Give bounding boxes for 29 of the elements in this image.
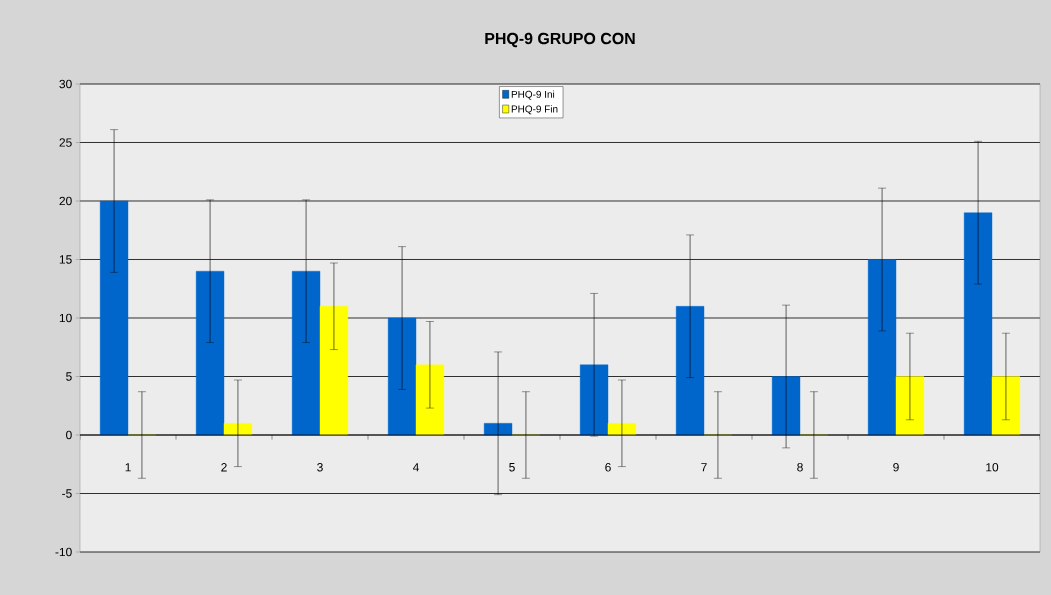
chart-title: PHQ-9 GRUPO CON — [485, 32, 635, 48]
x-tick-label: 4 — [412, 463, 419, 472]
y-tick-label: 5 — [66, 372, 72, 381]
x-tick-label: 1 — [125, 463, 131, 472]
x-tick-label: 7 — [701, 463, 707, 472]
legend-label: PHQ-9 Ini — [511, 90, 555, 100]
x-tick-label: 8 — [797, 463, 803, 472]
bar — [195, 271, 225, 436]
y-tick-label: 15 — [59, 255, 72, 264]
x-tick-label: 2 — [221, 463, 227, 472]
x-tick-label: 3 — [317, 463, 323, 472]
y-tick-label: -10 — [55, 547, 72, 557]
bar — [319, 306, 349, 436]
x-tick-label: 10 — [986, 463, 999, 472]
x-tick-label: 5 — [509, 463, 515, 472]
x-tick-label: 6 — [605, 463, 611, 472]
bar — [963, 212, 993, 436]
legend-label: PHQ-9 Fin — [511, 105, 558, 115]
bar — [867, 259, 897, 436]
bar — [771, 376, 801, 436]
y-tick-label: 30 — [59, 79, 72, 89]
y-tick-label: 0 — [66, 430, 72, 440]
y-tick-label: 10 — [59, 313, 72, 323]
y-tick-label: 20 — [59, 196, 72, 206]
bar — [291, 271, 321, 436]
bar — [99, 200, 129, 436]
x-tick-label: 9 — [893, 463, 899, 472]
y-tick-label: 25 — [59, 138, 72, 147]
y-tick-label: -5 — [62, 489, 72, 498]
